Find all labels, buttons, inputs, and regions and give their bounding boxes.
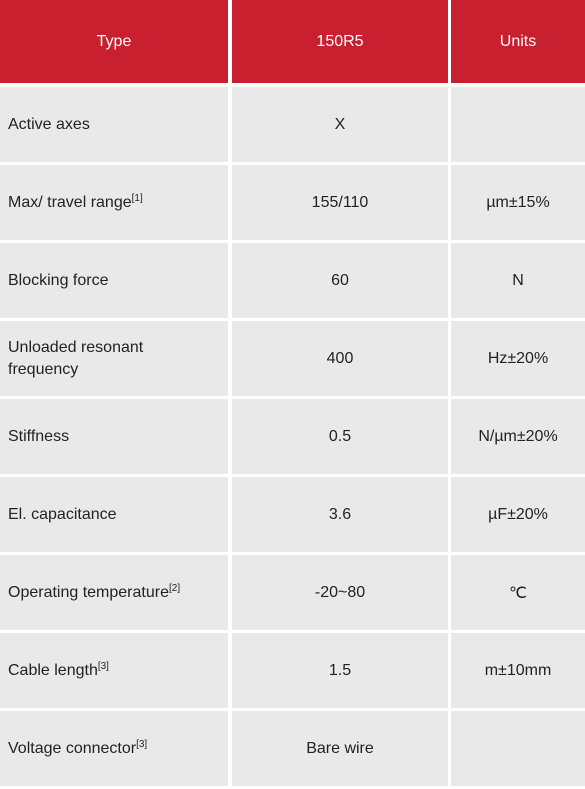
parameter-label: Max/ travel range[1] [8,192,143,214]
value-text: 400 [326,349,354,367]
unit-text: µm±15% [486,193,550,211]
value-cell: 155/110 [232,165,448,240]
parameter-cell: Stiffness [0,399,228,474]
value-text: 3.6 [328,505,352,523]
footnote-ref: [1] [131,192,143,204]
value-cell: -20~80 [232,555,448,630]
parameter-label: Operating temperature[2] [8,582,180,604]
unit-text: N [512,271,524,289]
unit-cell: N [451,243,585,318]
header-cell: 150R5 [232,0,448,83]
value-text: -20~80 [314,583,366,601]
parameter-cell: El. capacitance [0,477,228,552]
unit-cell: ℃ [451,555,585,630]
footnote-ref: [2] [168,582,181,594]
unit-cell: µm±15% [451,165,585,240]
parameter-text: Blocking force [8,271,109,289]
footnote-ref: [3] [97,660,109,672]
parameter-cell: Operating temperature[2] [0,555,228,630]
value-cell: X [232,87,448,162]
header-text: Type [96,32,132,50]
value-cell: 3.6 [232,477,448,552]
parameter-text: Cable length [8,661,98,679]
parameter-text: El. capacitance [8,505,117,523]
parameter-label: Cable length[3] [8,660,109,682]
value-text: 1.5 [328,661,352,679]
parameter-text: Stiffness [8,427,70,445]
unit-cell: m±10mm [451,633,585,708]
parameter-label: Voltage connector[3] [8,738,147,760]
footnote-ref: [3] [136,738,148,750]
value-text: 60 [331,271,349,289]
unit-text: Hz±20% [487,349,549,367]
unit-cell: N/µm±20% [451,399,585,474]
parameter-cell: Unloaded resonant frequency [0,321,228,396]
value-text: 0.5 [328,427,352,445]
value-cell: 0.5 [232,399,448,474]
parameter-text: Active axes [8,115,90,133]
value-text: Bare wire [306,739,374,757]
header-cell: Units [451,0,585,83]
unit-text: m±10mm [484,661,552,679]
value-cell: 1.5 [232,633,448,708]
parameter-cell: Cable length[3] [0,633,228,708]
unit-text: ℃ [509,584,527,602]
value-cell: 400 [232,321,448,396]
parameter-label: El. capacitance [8,504,117,526]
unit-text: µF±20% [488,505,548,523]
header-text: 150R5 [316,32,364,50]
header-cell: Type [0,0,228,83]
value-cell: Bare wire [232,711,448,786]
parameter-text: Voltage connector [8,739,137,757]
parameter-text: Unloaded resonant frequency [8,338,144,378]
value-text: 155/110 [311,193,369,211]
parameter-label: Stiffness [8,426,69,448]
value-text: X [334,115,346,133]
parameter-text: Max/ travel range [8,193,132,211]
unit-text: N/µm±20% [478,427,558,445]
parameter-cell: Voltage connector[3] [0,711,228,786]
unit-cell: µF±20% [451,477,585,552]
parameter-label: Active axes [8,114,90,136]
parameter-label: Blocking force [8,270,109,292]
parameter-cell: Active axes [0,87,228,162]
parameter-text: Operating temperature [8,583,169,601]
unit-cell [451,87,585,162]
parameter-cell: Max/ travel range[1] [0,165,228,240]
unit-cell [451,711,585,786]
parameter-label: Unloaded resonant frequency [8,337,208,381]
value-cell: 60 [232,243,448,318]
unit-cell: Hz±20% [451,321,585,396]
header-text: Units [499,32,537,50]
parameter-cell: Blocking force [0,243,228,318]
